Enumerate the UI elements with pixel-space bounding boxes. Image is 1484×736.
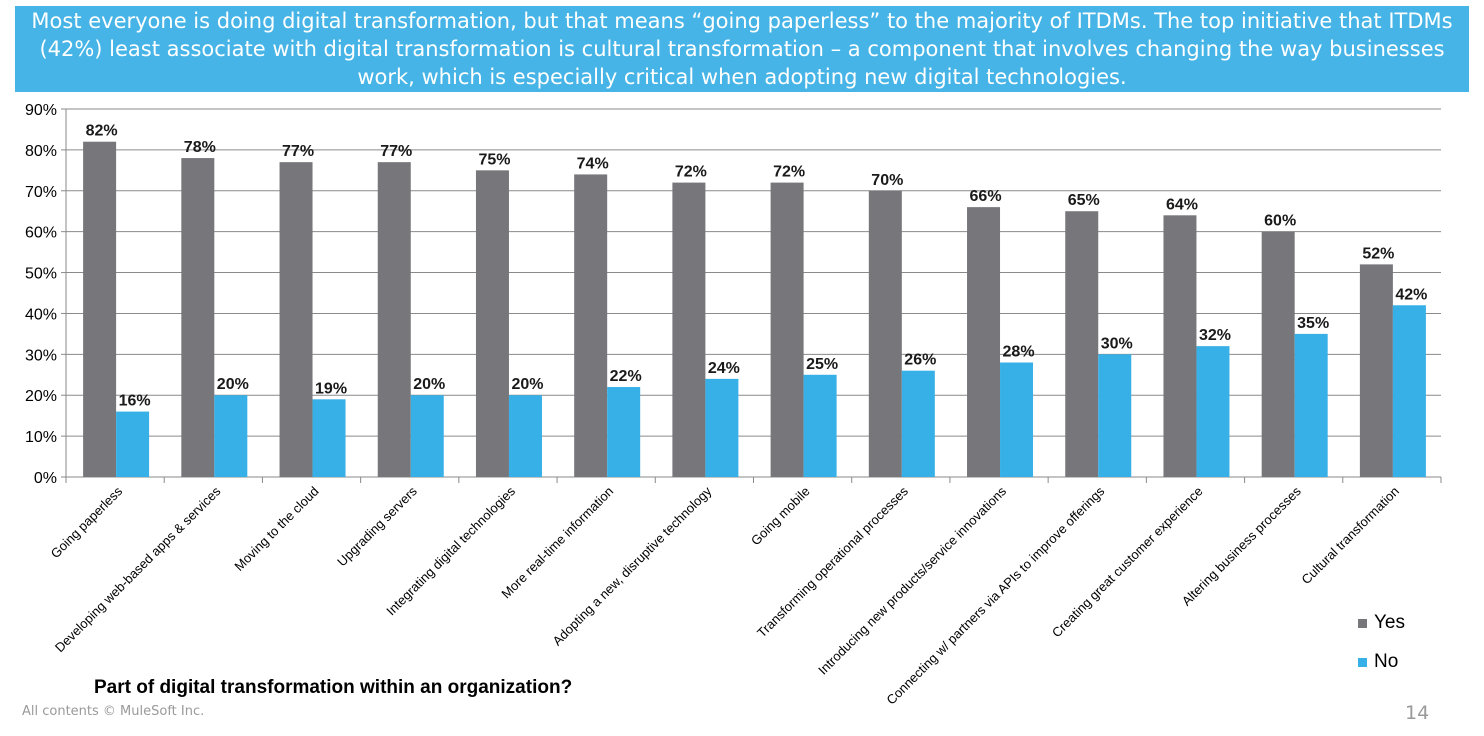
bar-yes [1261,231,1295,477]
y-tick-label: 30% [25,347,57,364]
bar-no [1392,305,1426,477]
data-label: 77% [282,143,314,160]
bar-yes [377,162,411,477]
bar-yes [279,162,313,477]
data-label: 24% [708,360,740,377]
headline-text: Most everyone is doing digital transform… [31,9,1453,89]
y-tick-label: 0% [34,470,57,487]
legend-swatch-no [1358,657,1367,667]
data-label: 72% [675,164,707,181]
bar-no [1294,333,1328,477]
data-label: 16% [119,393,151,410]
category-label: Going paperless [48,483,126,561]
bar-no [508,395,542,477]
data-label: 30% [1101,335,1133,352]
bar-yes [770,182,804,477]
footer-copyright: All contents © MuleSoft Inc. [22,704,205,719]
chart-legend: Yes No [1358,610,1405,688]
category-label: Upgrading servers [334,483,420,569]
bar-yes [475,170,509,478]
bar-yes [83,141,117,477]
data-label: 25% [806,356,838,373]
data-label: 52% [1362,245,1394,262]
bar-no [116,411,150,477]
y-tick-label: 90% [25,102,57,119]
data-label: 35% [1297,315,1329,332]
y-tick-label: 20% [25,388,57,405]
bar-yes [1163,215,1197,478]
data-label: 70% [871,172,903,189]
bar-yes [1065,211,1099,477]
bar-yes [967,207,1001,477]
category-label: More real-time information [498,484,616,602]
data-label: 28% [1003,344,1035,361]
data-label: 64% [1166,196,1198,213]
data-label: 75% [478,151,510,168]
bar-yes [574,174,608,477]
bar-no [901,370,935,477]
y-tick-label: 70% [25,184,57,201]
bar-no [312,399,346,477]
y-tick-label: 10% [25,429,57,446]
data-label: 72% [773,164,805,181]
legend-item-no: No [1358,649,1405,675]
bar-no [1098,354,1132,477]
legend-swatch-yes [1358,618,1367,628]
bar-yes [181,158,215,478]
data-label: 22% [610,368,642,385]
bar-no [803,374,837,477]
data-label: 19% [315,380,347,397]
category-label: Connecting w/ partners via APIs to impro… [883,483,1107,707]
category-label: Going mobile [748,484,813,549]
category-label: Cultural transformation [1298,484,1402,588]
bar-no [410,395,444,477]
legend-label-no: No [1374,651,1399,672]
category-label: Adopting a new, disruptive technology [550,483,715,648]
data-label: 60% [1264,213,1296,230]
bar-no [607,387,641,477]
bar-no [1196,346,1230,477]
legend-label-yes: Yes [1374,612,1405,633]
y-tick-label: 60% [25,225,57,242]
page-number: 14 [1405,702,1430,724]
data-label: 42% [1395,286,1427,303]
bar-no [214,395,248,477]
data-label: 66% [970,188,1002,205]
data-label: 20% [511,376,543,393]
data-label: 78% [184,139,216,156]
category-label: Moving to the cloud [231,484,321,574]
data-label: 20% [413,376,445,393]
chart-question: Part of digital transformation within an… [94,677,573,698]
data-label: 26% [904,352,936,369]
headline-banner: Most everyone is doing digital transform… [15,6,1469,92]
category-label: Developing web-based apps & services [52,483,224,655]
data-label: 65% [1068,192,1100,209]
y-tick-label: 80% [25,143,57,160]
bar-yes [868,190,902,477]
bar-yes [672,182,706,477]
data-label: 32% [1199,327,1231,344]
y-tick-label: 50% [25,266,57,283]
category-label: Introducing new products/service innovat… [815,483,1009,677]
bar-yes [1359,264,1393,477]
y-tick-label: 40% [25,306,57,323]
legend-item-yes: Yes [1358,610,1405,636]
bar-no [705,378,739,477]
data-label: 82% [86,123,118,140]
data-label: 77% [380,143,412,160]
data-label: 20% [217,376,249,393]
data-label: 74% [577,155,609,172]
bar-no [1000,362,1034,477]
